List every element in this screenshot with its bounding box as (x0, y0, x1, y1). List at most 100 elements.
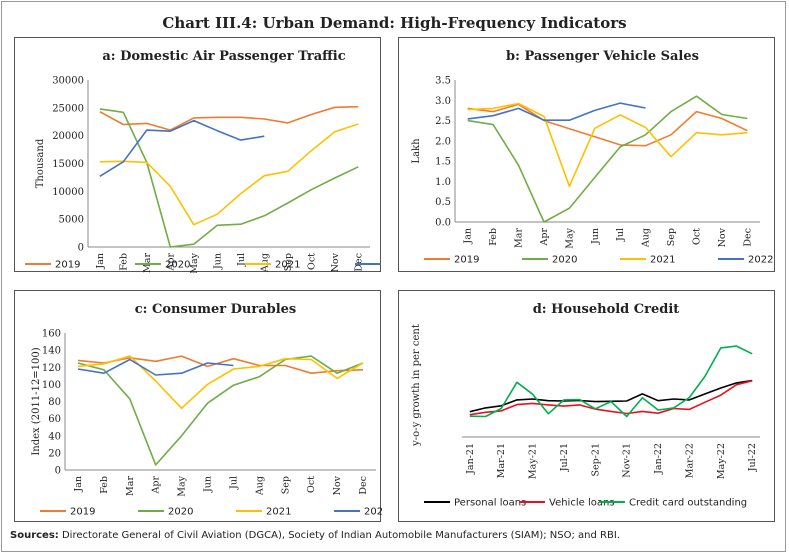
series-line-vehicle-loans (469, 380, 753, 416)
x-tick-label: Apr (151, 476, 162, 495)
y-tick-label: 25000 (52, 103, 84, 114)
legend-label: 2019 (70, 507, 95, 518)
x-tick-label: Jan (73, 476, 84, 493)
chart-title: d: Household Credit (533, 302, 680, 317)
x-tick-label: Oct (691, 228, 702, 245)
x-tick-label: May (177, 475, 188, 496)
y-tick-label: 0 (78, 243, 84, 254)
x-tick-label: Jan (95, 253, 106, 270)
x-tick-label: Sep-21 (590, 443, 601, 477)
series-line-2020 (99, 108, 359, 248)
x-tick-label: Jul-22 (747, 443, 758, 472)
series-line-2021 (99, 123, 359, 226)
series-line-2021 (77, 355, 364, 410)
x-tick-label: May-22 (716, 443, 727, 479)
x-tick-label: Mar (125, 476, 136, 496)
x-tick-label: Oct (306, 253, 317, 270)
y-tick-label: 5000 (59, 215, 84, 226)
series-line-2019 (467, 103, 748, 147)
y-tick-label: 120 (42, 363, 61, 374)
panel-passenger-vehicle-sales: b: Passenger Vehicle Sales Lakh 0.0 0.5 1.0 1… (398, 37, 775, 272)
x-tick-label: Jan-21 (465, 443, 476, 475)
chart-title: b: Passenger Vehicle Sales (506, 49, 699, 64)
y-tick-label: 3.5 (435, 76, 451, 87)
y-tick-label: 40 (48, 431, 61, 442)
y-tick-label: 15000 (52, 159, 84, 170)
y-tick-label: 100 (42, 380, 61, 391)
legend-label: 2019 (454, 255, 479, 266)
x-tick-label: Sep (280, 476, 291, 494)
y-tick-label: 0.5 (435, 197, 451, 208)
x-tick-label: Sep (283, 253, 294, 271)
y-tick-label: 2.5 (435, 116, 451, 127)
y-tick-label: 0.0 (435, 218, 451, 229)
x-tick-label: Feb (488, 228, 499, 246)
legend-label: 2021 (650, 255, 675, 266)
series-line-2020 (77, 355, 364, 466)
y-tick-label: 20 (48, 448, 61, 459)
series-line-2020 (467, 95, 748, 223)
x-tick-label: Nov-21 (622, 443, 633, 478)
x-tick-label: Sep (666, 228, 677, 246)
series-line-2021 (467, 102, 748, 188)
x-tick-label: Apr (539, 228, 550, 247)
sources-text: Directorate General of Civil Aviation (D… (61, 530, 620, 541)
chart-d-svg: d: Household Credit y-o-y growth in per c… (411, 302, 760, 509)
series-line-2019 (77, 355, 364, 374)
y-tick-label: 0 (55, 466, 61, 477)
sources-note: Sources: Directorate General of Civil Av… (10, 530, 620, 541)
x-tick-label: Jul (615, 228, 626, 242)
panel-household-credit: d: Household Credit y-o-y growth in per c… (398, 290, 775, 522)
x-tick-label: Mar (514, 228, 525, 248)
y-tick-label: 1.0 (435, 177, 451, 188)
chart-a-svg: a: Domestic Air Passenger Traffic Thousan… (25, 49, 381, 273)
legend-label: 2021 (266, 507, 291, 518)
y-tick-label: 160 (42, 329, 61, 340)
x-tick-label: Jun (212, 253, 223, 270)
x-tick-label: Mar (142, 253, 153, 273)
x-tick-label: Apr (165, 253, 176, 272)
legend-label: 2022 (364, 507, 382, 518)
x-tick-label: Aug (254, 476, 265, 496)
legend-label: 2021 (275, 260, 300, 271)
series-line-2022 (467, 102, 646, 121)
y-tick-label: 1.5 (435, 157, 451, 168)
series-line-2022 (77, 358, 234, 376)
x-tick-label: Feb (118, 253, 129, 271)
x-tick-label: Dec (358, 476, 369, 495)
legend-label: 2019 (55, 260, 80, 271)
series-line-2022 (99, 119, 265, 177)
x-tick-label: Jul (228, 476, 239, 490)
y-tick-label: 3.0 (435, 96, 451, 107)
y-axis-label: y-o-y growth in per cent (411, 324, 422, 447)
panel-consumer-durables: c: Consumer Durables Index (2011-12=100) 0… (14, 290, 382, 522)
y-tick-label: 30000 (52, 76, 84, 87)
x-tick-label: Dec (353, 253, 364, 272)
x-tick-label: Nov (330, 252, 341, 272)
y-tick-label: 2.0 (435, 136, 451, 147)
x-tick-label: Nov (717, 227, 728, 247)
x-tick-label: Feb (99, 476, 110, 494)
chart-c-svg: c: Consumer Durables Index (2011-12=100) 0… (31, 302, 382, 518)
sources-label: Sources: (10, 530, 59, 541)
legend-label: 2022 (748, 255, 773, 266)
x-tick-label: Nov (332, 475, 343, 495)
y-tick-label: 20000 (52, 131, 84, 142)
y-tick-label: 10000 (52, 187, 84, 198)
y-tick-label: 60 (48, 414, 61, 425)
chart-title: c: Consumer Durables (135, 302, 297, 317)
x-tick-label: Mar-22 (684, 443, 695, 478)
legend-label: 2020 (552, 255, 577, 266)
x-tick-label: May-21 (528, 443, 539, 479)
series-line-credit-card-outstanding (469, 345, 753, 418)
x-tick-label: Jan-22 (653, 443, 664, 475)
y-tick-label: 140 (42, 346, 61, 357)
x-tick-label: Dec (742, 228, 753, 247)
chart-title: a: Domestic Air Passenger Traffic (102, 49, 345, 64)
y-tick-label: 80 (48, 397, 61, 408)
legend-label: 2020 (165, 260, 190, 271)
legend-label: Vehicle loans (549, 498, 615, 509)
x-tick-label: Aug (641, 228, 652, 248)
x-tick-label: Jun (590, 228, 601, 245)
